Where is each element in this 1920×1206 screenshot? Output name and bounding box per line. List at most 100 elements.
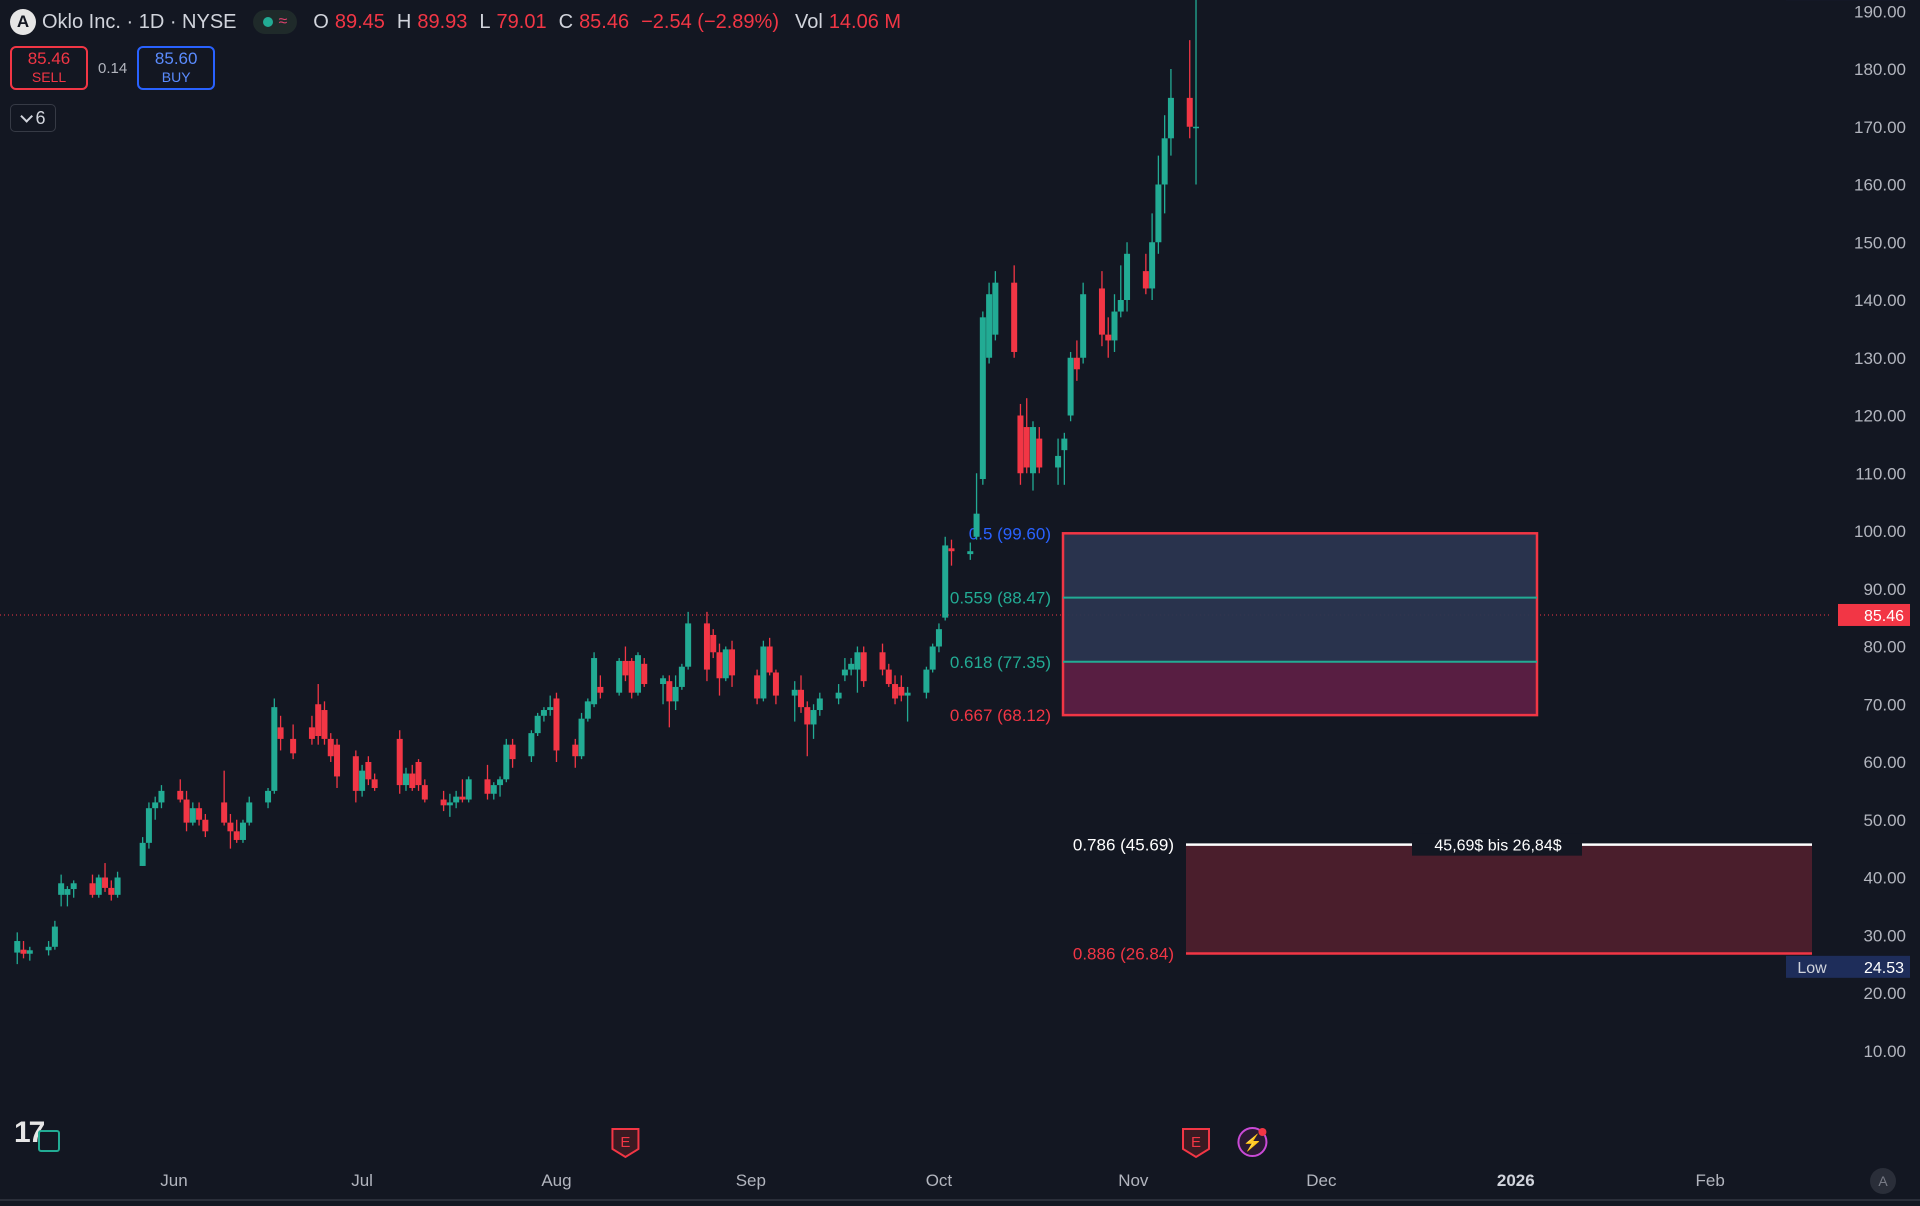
x-tick-label: Feb <box>1696 1171 1725 1190</box>
candle-body <box>754 675 761 699</box>
target-zone-label-bg <box>1412 833 1582 856</box>
candle-body <box>848 663 855 670</box>
candle-body <box>233 831 240 840</box>
candle-body <box>622 660 629 676</box>
candle-body <box>246 802 253 823</box>
candle-body <box>879 652 886 670</box>
y-tick-label: 30.00 <box>1863 926 1906 945</box>
y-tick-label: 10.00 <box>1863 1042 1906 1061</box>
y-tick-label: 140.00 <box>1854 291 1906 310</box>
candle-body <box>1167 97 1174 139</box>
candle-body <box>497 779 504 786</box>
data-status-icon: ≈ <box>278 13 288 30</box>
y-tick-label: 100.00 <box>1854 522 1906 541</box>
candle-body <box>641 663 648 685</box>
y-tick-label: 170.00 <box>1854 118 1906 137</box>
candle-body <box>1105 334 1112 341</box>
sell-button[interactable]: 85.46 SELL <box>10 46 88 90</box>
candle-body <box>616 660 623 693</box>
candle-body <box>365 762 372 780</box>
candle-body <box>1080 294 1087 358</box>
candle-body <box>678 666 685 687</box>
x-tick-label: Jun <box>160 1171 187 1190</box>
indicators-toggle-button[interactable]: 6 <box>10 104 56 132</box>
ohlc-open-label: O <box>313 10 329 33</box>
candle-body <box>1149 242 1156 289</box>
fib-zone-red <box>1063 661 1537 716</box>
earnings-event-icon <box>1182 1128 1211 1159</box>
y-tick-label: 70.00 <box>1863 695 1906 714</box>
dividend-event-icon <box>1237 1127 1268 1157</box>
candle-body <box>534 715 541 734</box>
candle-body <box>108 887 115 895</box>
candle-body <box>710 634 717 653</box>
candle-body <box>446 802 453 806</box>
buy-button[interactable]: 85.60 BUY <box>137 46 216 90</box>
candle-body <box>547 707 554 711</box>
ohlc-close-label: C <box>558 10 574 33</box>
candle-body <box>70 883 77 890</box>
dividend-event-glyph: ⚡ <box>1242 1133 1262 1152</box>
candle-body <box>1023 427 1030 468</box>
candle-body <box>798 689 804 708</box>
candle-body <box>540 710 547 716</box>
candle-body <box>597 686 604 693</box>
candle-body <box>189 808 196 823</box>
candle-body <box>459 796 466 800</box>
candle-body <box>321 710 328 739</box>
market-status-pill[interactable]: ≈ <box>252 10 298 34</box>
candle-body <box>660 678 667 685</box>
candle-body <box>20 949 27 954</box>
auto-scale-button[interactable]: A <box>1870 1168 1896 1194</box>
y-tick-label: 110.00 <box>1855 464 1906 483</box>
candle-body <box>308 727 315 739</box>
chevron-down-icon <box>20 109 34 123</box>
y-tick-label: 190.00 <box>1854 2 1906 21</box>
candle-body <box>572 744 579 757</box>
candle-body <box>1073 357 1080 370</box>
candle-body <box>327 738 334 757</box>
candle-body <box>948 548 955 552</box>
y-tick-label: 60.00 <box>1863 753 1906 772</box>
candle-body <box>1029 427 1036 474</box>
candle-body <box>51 926 58 947</box>
symbol-title[interactable]: Oklo Inc. · 1D · NYSE <box>42 10 237 33</box>
candle-body <box>860 652 867 682</box>
candle-body <box>992 282 999 335</box>
y-tick-label: 50.00 <box>1863 811 1906 830</box>
candle-body <box>89 883 96 895</box>
candle-body <box>885 669 892 685</box>
candle-body <box>114 877 121 895</box>
target-zone <box>1186 844 1812 954</box>
candle-body <box>685 623 692 667</box>
candle-body <box>1124 253 1131 300</box>
price-change: −2.54 (−2.89%) <box>641 10 779 33</box>
candle-body <box>628 660 635 693</box>
candle-body <box>722 649 729 679</box>
candle-body <box>359 770 366 791</box>
candle-body <box>1067 357 1074 416</box>
fib-level-label: 0.667 (68.12) <box>950 706 1051 725</box>
candle-body <box>421 785 428 800</box>
x-tick-label: 2026 <box>1497 1171 1535 1190</box>
candle-body <box>139 842 146 866</box>
sell-label: SELL <box>31 69 67 85</box>
buy-label: BUY <box>161 69 191 85</box>
candle-body <box>634 655 641 693</box>
notification-dot-icon <box>1258 1128 1267 1136</box>
candle-body <box>183 799 190 823</box>
tradingview-logo-icon[interactable]: 17 <box>14 1116 60 1152</box>
candle-body <box>1117 300 1124 312</box>
candle-body <box>64 889 71 895</box>
candle-body <box>986 294 993 358</box>
low-marker-value-bg <box>1838 955 1910 978</box>
candle-body <box>371 779 378 788</box>
x-tick-label: Dec <box>1306 1171 1337 1190</box>
candle-body <box>227 822 234 832</box>
ohlc-open-value: 89.45 <box>334 10 385 33</box>
last-price-badge-value: 85.46 <box>1864 608 1904 625</box>
candle-body <box>967 551 974 555</box>
volume-label: Vol <box>795 10 823 33</box>
low-marker-tag <box>1786 955 1838 978</box>
